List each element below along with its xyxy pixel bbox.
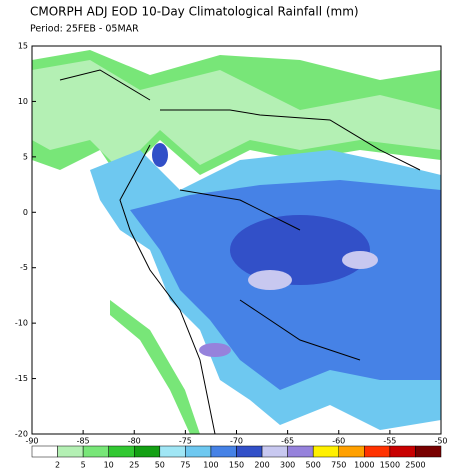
legend-label: 300 — [280, 461, 295, 470]
lon-tick-label: -75 — [179, 437, 192, 446]
legend-swatch — [159, 445, 186, 458]
legend-label: 1500 — [380, 461, 400, 470]
legend-swatch — [210, 445, 237, 458]
lat-tick-label: 5 — [23, 152, 28, 161]
legend-label: 150 — [229, 461, 244, 470]
lon-tick-label: -90 — [25, 437, 38, 446]
lon-tick-label: -70 — [230, 437, 243, 446]
legend-label: 500 — [306, 461, 321, 470]
legend-swatch — [287, 445, 314, 458]
lon-tick-label: -65 — [281, 437, 294, 446]
lat-tick-label: 15 — [18, 42, 28, 51]
legend-swatch — [108, 445, 135, 458]
legend-label: 2 — [55, 461, 60, 470]
legend-label: 75 — [180, 461, 190, 470]
legend-swatch — [82, 445, 109, 458]
lat-tick-label: 10 — [18, 97, 28, 106]
legend-label: 750 — [331, 461, 346, 470]
legend-swatch — [134, 445, 161, 458]
legend-swatch — [261, 445, 288, 458]
legend-label: 1000 — [354, 461, 374, 470]
legend-swatch — [415, 445, 442, 458]
legend-swatch — [389, 445, 416, 458]
legend-label: 10 — [104, 461, 114, 470]
legend-label: 2500 — [405, 461, 425, 470]
legend-swatch — [236, 445, 263, 458]
legend-label: 100 — [203, 461, 218, 470]
lon-tick-label: -50 — [434, 437, 447, 446]
lon-tick-label: -85 — [77, 437, 90, 446]
legend-swatch — [312, 445, 339, 458]
lon-tick-label: -55 — [383, 437, 396, 446]
lat-tick-label: -5 — [20, 263, 28, 272]
legend-swatch — [185, 445, 212, 458]
legend-swatch — [31, 445, 58, 458]
lat-tick-label: -15 — [15, 374, 28, 383]
lon-tick-label: -80 — [128, 437, 141, 446]
lon-tick-label: -60 — [332, 437, 345, 446]
lat-tick-label: -20 — [15, 430, 28, 439]
legend-label: 5 — [81, 461, 86, 470]
legend-swatch — [338, 445, 365, 458]
map-title: CMORPH ADJ EOD 10-Day Climatological Rai… — [30, 5, 359, 19]
lat-tick-label: -10 — [15, 319, 28, 328]
legend-label: 50 — [155, 461, 165, 470]
legend-label: 25 — [129, 461, 139, 470]
legend-swatch — [57, 445, 84, 458]
rainfall-field — [32, 46, 441, 434]
lat-tick-label: 0 — [23, 208, 28, 217]
map-subtitle: Period: 25FEB - 05MAR — [30, 24, 139, 35]
legend-swatch — [364, 445, 391, 458]
legend-label: 200 — [254, 461, 269, 470]
